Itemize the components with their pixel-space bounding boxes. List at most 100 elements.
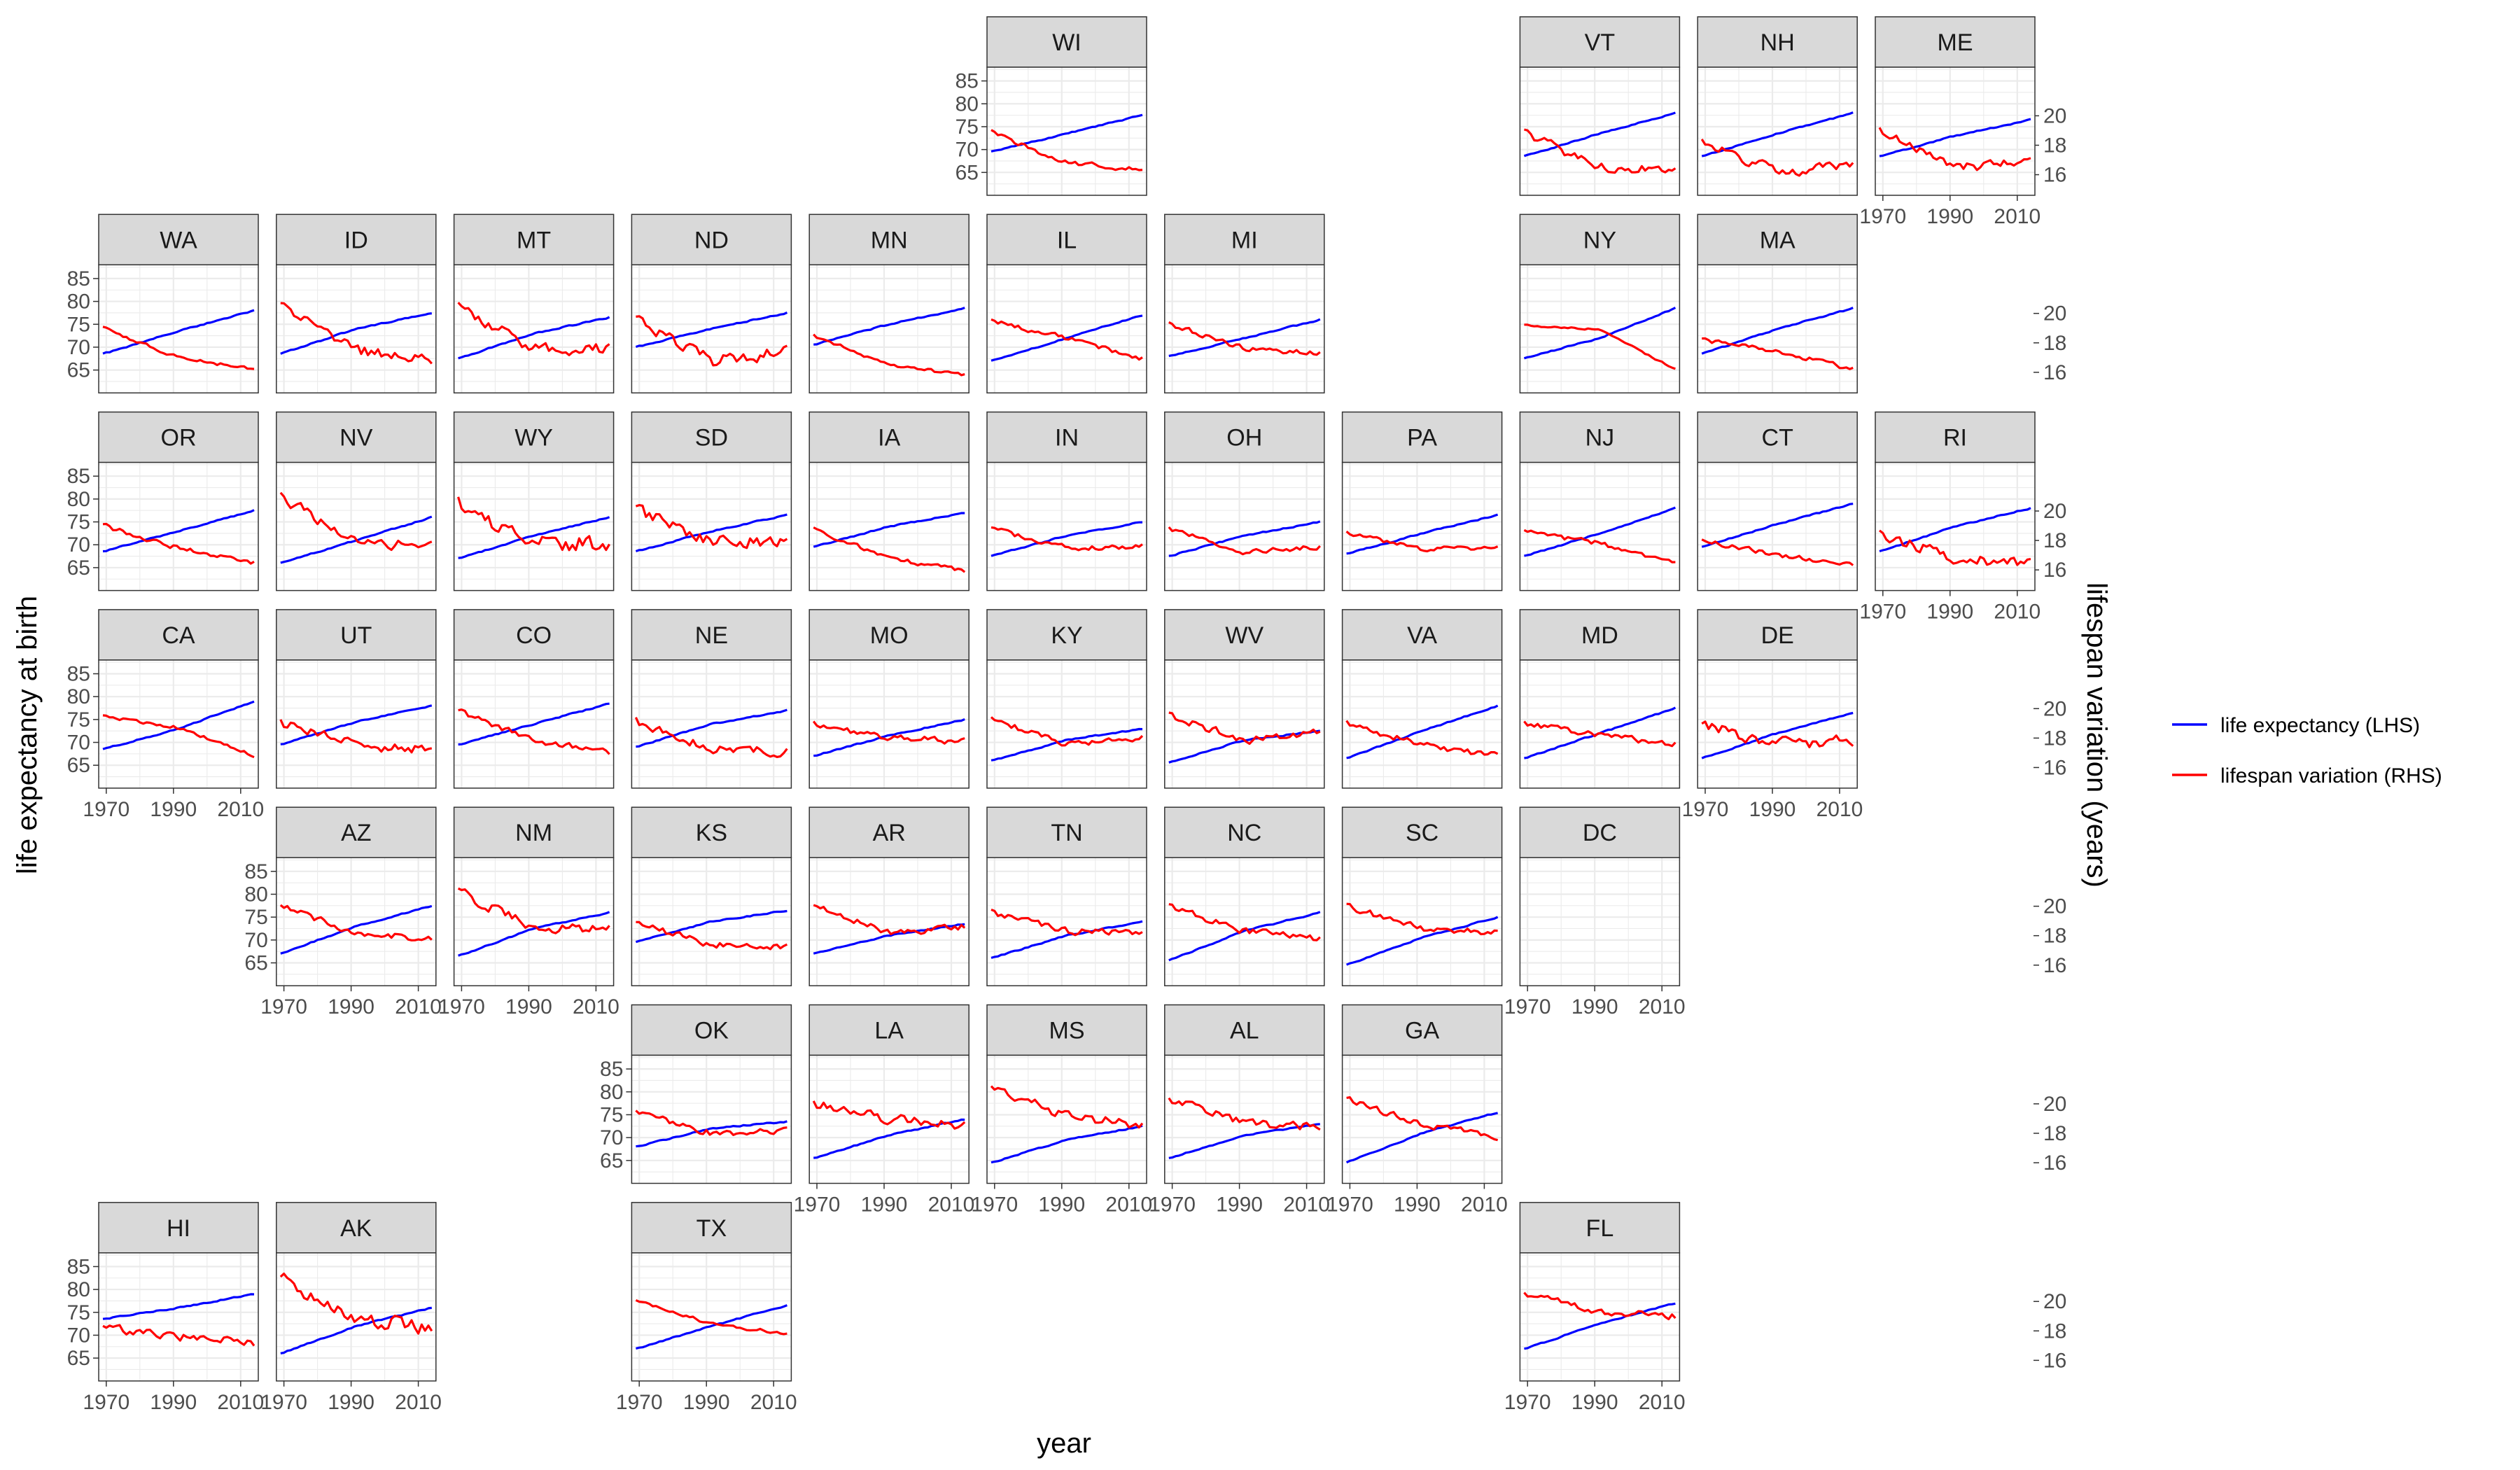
strip-label: SC [1406,820,1438,846]
panel-border [1697,659,1858,789]
strip-vt [1519,16,1681,68]
panel-background [276,1252,436,1381]
lifespan-variation-line [1700,139,1854,177]
strip-label: MN [871,227,908,253]
x-tick-label: 1970 [1682,798,1729,821]
panel-border [1519,264,1681,394]
life-expectancy-line [813,923,965,955]
panel-mi: MI [1164,214,1325,394]
strip-nc [1164,806,1325,858]
panel-border [276,857,437,986]
strip-mo [808,609,969,661]
x-tick-label: 2010 [1105,1194,1152,1217]
x-axis: 1970 1990 2010 [794,1183,974,1217]
y-right-tick-label: 16 [2043,1152,2066,1175]
strip-label: WY [514,425,553,451]
strip-de [1697,609,1858,661]
strip-label: AR [873,820,906,846]
life-expectancy-line [1701,711,1854,760]
panel-background [1520,858,1680,986]
panel-border [276,461,437,592]
life-expectancy-line [1523,307,1676,360]
panel-border [808,264,969,394]
x-tick-label: 2010 [395,995,442,1018]
panel-al: AL 1970 1990 2010 [1149,1004,1330,1217]
x-tick-label: 2010 [1283,1194,1330,1217]
y-tick-label: 80 [600,1081,623,1104]
y-axis-left-title: life expectancy at birth [12,596,43,874]
gridlines [1875,67,2035,195]
strip-in [986,411,1147,463]
y-right-tick-label: 18 [2043,925,2066,948]
life-expectancy-line [1168,1123,1320,1159]
life-expectancy-line [102,509,255,553]
x-tick-label: 1990 [150,798,197,821]
y-right-tick-label: 16 [2043,954,2066,977]
y-tick-label: 85 [600,1058,623,1081]
panel-background [454,462,614,591]
panel-ga: GA 1970 1990 2010 [1326,1004,1508,1217]
strip-ar [808,806,969,858]
panel-background [99,265,258,393]
gridlines [809,1055,969,1184]
lifespan-variation-line [1523,720,1676,748]
strip-label: KY [1051,622,1082,649]
panel-background [809,858,969,986]
panel-border [631,461,792,592]
panel-background [809,1055,969,1184]
y-tick-label: 65 [67,359,90,382]
x-tick-label: 1970 [438,995,485,1018]
strip-label: KS [696,820,727,846]
strip-la [808,1004,969,1056]
y-tick-label: 75 [244,906,267,929]
strip-ct [1697,411,1858,463]
strip-ny [1519,214,1681,266]
panel-border [808,659,969,789]
life-expectancy-line [1168,520,1321,557]
x-tick-label: 2010 [573,995,620,1018]
lifespan-variation-line [635,1298,788,1336]
y-right-tick-label: 18 [2043,332,2066,355]
strip-nd [631,214,792,266]
strip-label: NV [340,425,373,451]
strip-label: MI [1231,227,1258,253]
strip-dc [1519,806,1681,858]
life-expectancy-line [990,1124,1143,1164]
gridlines [454,265,614,393]
strip-label: CT [1762,425,1793,451]
life-expectancy-line [636,708,788,748]
panel-nh: NH [1697,16,1858,196]
lifespan-variation-line [1701,720,1854,748]
strip-mi [1164,214,1325,266]
panel-sc: SC [1341,806,1503,986]
x-tick-label: 1990 [1926,601,1973,624]
panel-background [1164,858,1324,986]
x-tick-label: 2010 [750,1391,797,1414]
lifespan-variation-line [1524,323,1676,370]
y-axis-right: 16 18 20 [2033,895,2066,977]
strip-hi [98,1202,259,1254]
y-tick-label: 75 [67,1301,90,1324]
strip-ms [986,1004,1147,1056]
strip-label: VT [1585,29,1615,56]
life-expectancy-line [458,516,610,559]
panel-border [1341,857,1503,986]
panel-background [987,1055,1147,1184]
strip-sc [1341,806,1503,858]
panel-in: IN [986,411,1147,592]
life-expectancy-line [1524,1302,1676,1350]
life-expectancy-line [990,314,1143,362]
x-tick-label: 1990 [1749,798,1796,821]
panel-tn: TN [986,806,1147,986]
strip-ak [276,1202,437,1254]
panel-background [987,265,1147,393]
x-tick-label: 2010 [217,1391,264,1414]
life-expectancy-line [280,704,433,746]
panel-nj: NJ [1519,411,1681,592]
life-expectancy-line [1346,513,1499,555]
panel-ks: KS [631,806,792,986]
panel-md: MD [1519,609,1681,789]
y-tick-label: 65 [955,161,979,184]
